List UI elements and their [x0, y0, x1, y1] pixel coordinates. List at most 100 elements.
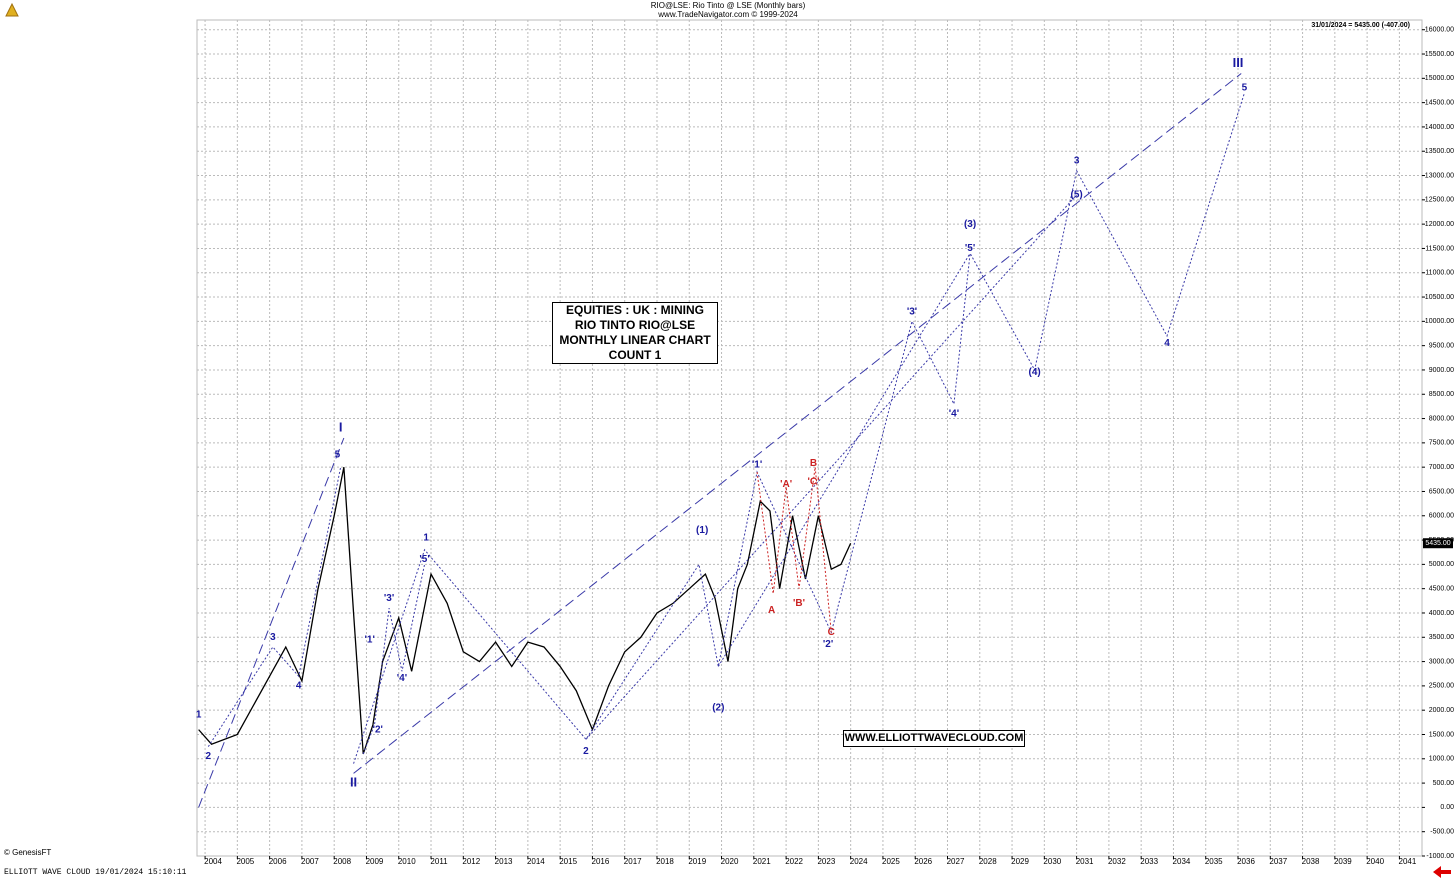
x-tick-label: 2006	[269, 857, 287, 866]
x-tick-label: 2014	[527, 857, 545, 866]
y-tick-label: 3000.00	[1429, 658, 1454, 665]
wave-label: '1'	[752, 459, 762, 470]
y-tick-label: 15000.00	[1425, 75, 1454, 82]
x-tick-label: 2007	[301, 857, 319, 866]
info-box: EQUITIES : UK : MINING RIO TINTO RIO@LSE…	[552, 302, 718, 364]
x-tick-label: 2030	[1043, 857, 1061, 866]
wave-label: (2)	[712, 702, 724, 713]
source: © GenesisFT	[4, 848, 51, 857]
wave-label: (4)	[1029, 367, 1041, 378]
chart-subtitle: www.TradeNavigator.com © 1999-2024	[657, 10, 798, 19]
x-tick-label: 2039	[1334, 857, 1352, 866]
x-tick-label: 2031	[1076, 857, 1094, 866]
box-line: COUNT 1	[608, 348, 662, 362]
wave-label: '5'	[965, 243, 975, 254]
y-tick-label: 12500.00	[1425, 197, 1454, 204]
wave-label: 1	[196, 710, 202, 721]
wave-label: 4	[1164, 338, 1170, 349]
wave-label: I	[339, 420, 343, 435]
y-tick-label: 10500.00	[1425, 294, 1454, 301]
y-tick-label: -1000.00	[1426, 853, 1454, 860]
wave-label: 1	[423, 532, 429, 543]
wave-label: 3	[1074, 156, 1080, 167]
x-tick-label: 2025	[882, 857, 900, 866]
wave-label: II	[350, 775, 357, 790]
y-tick-label: 11000.00	[1425, 270, 1454, 277]
x-tick-label: 2011	[430, 857, 448, 866]
wave-label: (1)	[696, 525, 708, 536]
y-tick-label: 8500.00	[1429, 391, 1454, 398]
wave-line	[353, 73, 1242, 774]
wave-label: A	[768, 605, 775, 616]
last-price-label: 5435.00	[1425, 540, 1450, 547]
y-tick-label: 0.00	[1440, 804, 1454, 811]
y-tick-label: 7000.00	[1429, 464, 1454, 471]
x-tick-label: 2009	[366, 857, 384, 866]
x-tick-label: 2024	[850, 857, 868, 866]
website-box: WWW.ELLIOTTWAVECLOUD.COM	[843, 730, 1025, 747]
wave-label: 2	[583, 746, 589, 757]
x-tick-label: 2041	[1399, 857, 1417, 866]
wave-label: 'C'	[808, 476, 820, 487]
wave-label: '3'	[384, 593, 394, 604]
y-tick-label: 12000.00	[1425, 221, 1454, 228]
y-tick-label: 8000.00	[1429, 415, 1454, 422]
wave-label: 5	[1242, 83, 1248, 94]
wave-label: (5)	[1070, 190, 1082, 201]
y-tick-label: 6000.00	[1429, 513, 1454, 520]
wave-label: C	[828, 627, 835, 638]
y-tick-label: 2500.00	[1429, 683, 1454, 690]
footer: ELLIOTT WAVE CLOUD 19/01/2024 15:10:11	[4, 868, 187, 877]
x-tick-label: 2029	[1011, 857, 1029, 866]
last-price-tag	[1423, 538, 1453, 549]
x-tick-label: 2016	[592, 857, 610, 866]
x-tick-label: 2037	[1269, 857, 1287, 866]
chart-title: RIO@LSE: Rio Tinto @ LSE (Monthly bars)	[651, 1, 806, 10]
x-tick-label: 2033	[1140, 857, 1158, 866]
wave-label: 'B'	[793, 598, 805, 609]
wave-line	[207, 467, 342, 747]
wave-label: '4'	[949, 408, 959, 419]
x-tick-label: 2032	[1108, 857, 1126, 866]
x-tick-label: 2027	[947, 857, 965, 866]
y-tick-label: 4500.00	[1429, 586, 1454, 593]
y-tick-label: 2000.00	[1429, 707, 1454, 714]
wave-label: 4	[296, 681, 302, 692]
y-tick-label: 4000.00	[1429, 610, 1454, 617]
wave-label: 2	[206, 751, 212, 762]
box-line: EQUITIES : UK : MINING	[566, 303, 704, 317]
y-tick-label: 5000.00	[1429, 561, 1454, 568]
y-tick-label: 15500.00	[1425, 51, 1454, 58]
wave-label: B	[810, 458, 817, 469]
wave-label: '1'	[365, 634, 375, 645]
wave-label: (3)	[964, 219, 976, 230]
x-tick-label: 2005	[236, 857, 254, 866]
y-tick-label: 1000.00	[1429, 756, 1454, 763]
y-tick-label: 7500.00	[1429, 440, 1454, 447]
x-tick-label: 2013	[495, 857, 513, 866]
wave-line	[717, 253, 971, 667]
arrow-icon[interactable]	[1433, 866, 1451, 878]
wave-line	[362, 564, 426, 755]
y-tick-label: 1500.00	[1429, 731, 1454, 738]
box-line: RIO TINTO RIO@LSE	[574, 318, 696, 332]
x-tick-label: 2035	[1205, 857, 1223, 866]
x-tick-label: 2010	[398, 857, 416, 866]
x-tick-label: 2012	[462, 857, 480, 866]
x-tick-label: 2020	[721, 857, 739, 866]
box-line: MONTHLY LINEAR CHART	[559, 333, 711, 347]
x-tick-label: 2008	[333, 857, 351, 866]
wave-label: 5	[335, 450, 341, 461]
last-info: 31/01/2024 = 5435.00 (-407.00)	[1311, 22, 1410, 29]
plot-frame	[196, 19, 1423, 857]
wave-line	[353, 92, 1245, 764]
x-tick-label: 2038	[1302, 857, 1320, 866]
x-tick-label: 2036	[1237, 857, 1255, 866]
wave-label: III	[1233, 55, 1244, 70]
x-tick-label: 2004	[204, 857, 222, 866]
y-tick-label: 11500.00	[1425, 245, 1454, 252]
wave-line	[756, 467, 832, 633]
x-tick-label: 2017	[624, 857, 642, 866]
